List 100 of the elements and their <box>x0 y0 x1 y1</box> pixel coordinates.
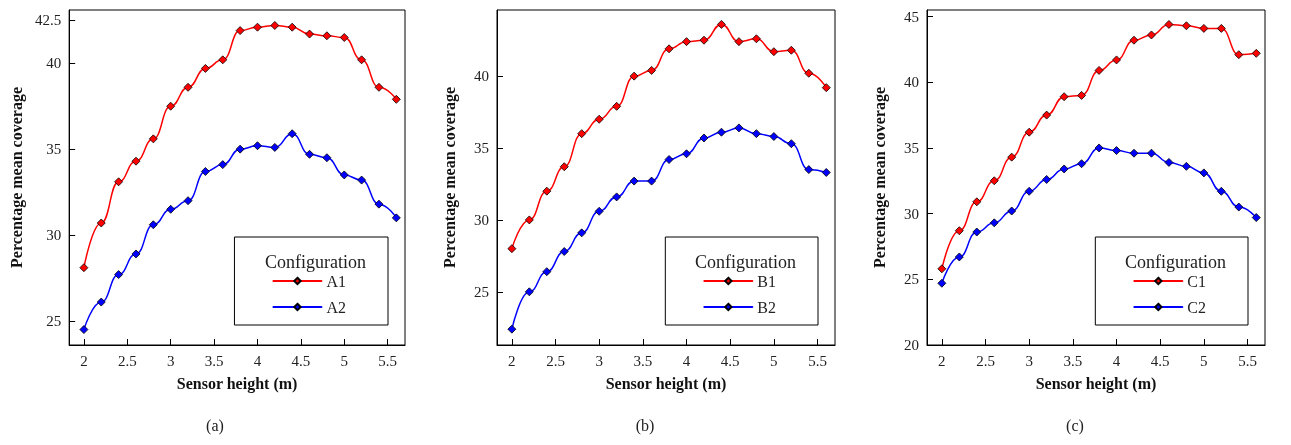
point <box>270 21 280 30</box>
point <box>804 68 814 78</box>
point <box>937 264 947 274</box>
y-tick-label: 30 <box>474 211 489 228</box>
x-tick-label: 4 <box>1112 352 1121 369</box>
point <box>1042 175 1052 184</box>
point <box>339 33 349 42</box>
point <box>1234 50 1244 60</box>
y-tick-label: 35 <box>474 140 489 157</box>
y-tick-label: 30 <box>46 227 62 244</box>
point <box>357 175 367 185</box>
x-tick-label: 2.5 <box>546 352 565 369</box>
point <box>1164 20 1174 29</box>
point <box>305 149 314 159</box>
point <box>734 37 744 47</box>
y-tick-label: 42.5 <box>34 12 62 29</box>
point <box>305 29 314 39</box>
legend-label: A2 <box>326 298 347 316</box>
point <box>131 156 141 166</box>
text: (b) <box>635 416 655 435</box>
point <box>542 186 552 196</box>
point <box>1234 202 1244 212</box>
x-tick-label: 4.5 <box>291 352 311 369</box>
point <box>201 64 210 73</box>
point <box>717 19 726 29</box>
x-tick-label: 5.5 <box>808 352 827 369</box>
point <box>507 244 517 254</box>
point <box>1251 48 1261 58</box>
point <box>235 26 245 36</box>
point <box>1199 23 1209 33</box>
point <box>235 144 245 154</box>
point <box>1164 157 1174 167</box>
point <box>391 213 401 223</box>
point <box>821 83 831 93</box>
x-tick-label: 3.5 <box>204 352 224 369</box>
y-tick-label: 25 <box>46 312 62 329</box>
point <box>1216 23 1226 33</box>
x-tick-label: 2.5 <box>976 352 995 369</box>
x-tick-label: 2.5 <box>117 352 137 369</box>
x-tick-label: 3.5 <box>1063 352 1083 369</box>
point <box>972 197 982 207</box>
y-tick-label: 25 <box>904 271 919 288</box>
point <box>612 192 622 202</box>
point <box>734 123 744 133</box>
point <box>166 101 176 111</box>
x-tick-label: 3 <box>166 352 175 369</box>
point <box>1024 186 1034 196</box>
point <box>647 176 656 186</box>
point <box>1007 152 1017 162</box>
point <box>339 170 349 180</box>
point <box>391 94 401 104</box>
point <box>218 55 228 65</box>
point <box>1094 66 1104 75</box>
y-tick-label: 35 <box>46 141 62 158</box>
point <box>1182 21 1191 31</box>
point <box>201 167 210 176</box>
legend-title: Configuration <box>1125 252 1226 272</box>
point <box>148 134 158 144</box>
point <box>699 133 709 143</box>
legend-label: C1 <box>1187 272 1206 290</box>
point <box>166 204 176 214</box>
y-axis-title: Percentage mean coverage <box>870 87 889 268</box>
x-axis-title: Sensor height (m) <box>1035 374 1157 393</box>
point <box>507 324 517 334</box>
point <box>629 176 639 186</box>
legend-label: B1 <box>757 272 776 290</box>
point <box>79 325 89 334</box>
y-tick-label: 40 <box>46 55 62 72</box>
legend-label: A1 <box>326 272 347 290</box>
y-tick-label: 25 <box>474 283 489 300</box>
point <box>752 34 761 44</box>
x-tick-label: 2 <box>938 352 946 369</box>
point <box>937 278 947 288</box>
point <box>183 196 193 206</box>
point <box>821 168 831 177</box>
point <box>559 162 569 172</box>
point <box>1216 186 1226 196</box>
legend-title: Configuration <box>695 252 796 272</box>
text: (a) <box>206 416 224 435</box>
point <box>682 37 691 47</box>
point <box>131 249 141 259</box>
point <box>1199 168 1209 178</box>
x-tick-label: 5 <box>1200 352 1208 369</box>
point <box>218 160 228 170</box>
point <box>357 55 367 65</box>
y-tick-label: 40 <box>474 68 489 85</box>
x-tick-label: 5 <box>770 352 778 369</box>
point <box>629 71 639 81</box>
x-tick-label: 4.5 <box>720 352 740 369</box>
point <box>79 263 89 273</box>
x-axis-title: Sensor height (m) <box>605 374 727 393</box>
point <box>374 199 384 209</box>
x-tick-label: 2 <box>80 352 88 369</box>
point <box>253 141 262 151</box>
x-tick-label: 5.5 <box>378 352 398 369</box>
x-tick-label: 5 <box>340 352 348 369</box>
point <box>989 218 999 228</box>
point <box>1077 90 1086 100</box>
y-tick-label: 20 <box>904 337 919 353</box>
point <box>559 247 569 256</box>
